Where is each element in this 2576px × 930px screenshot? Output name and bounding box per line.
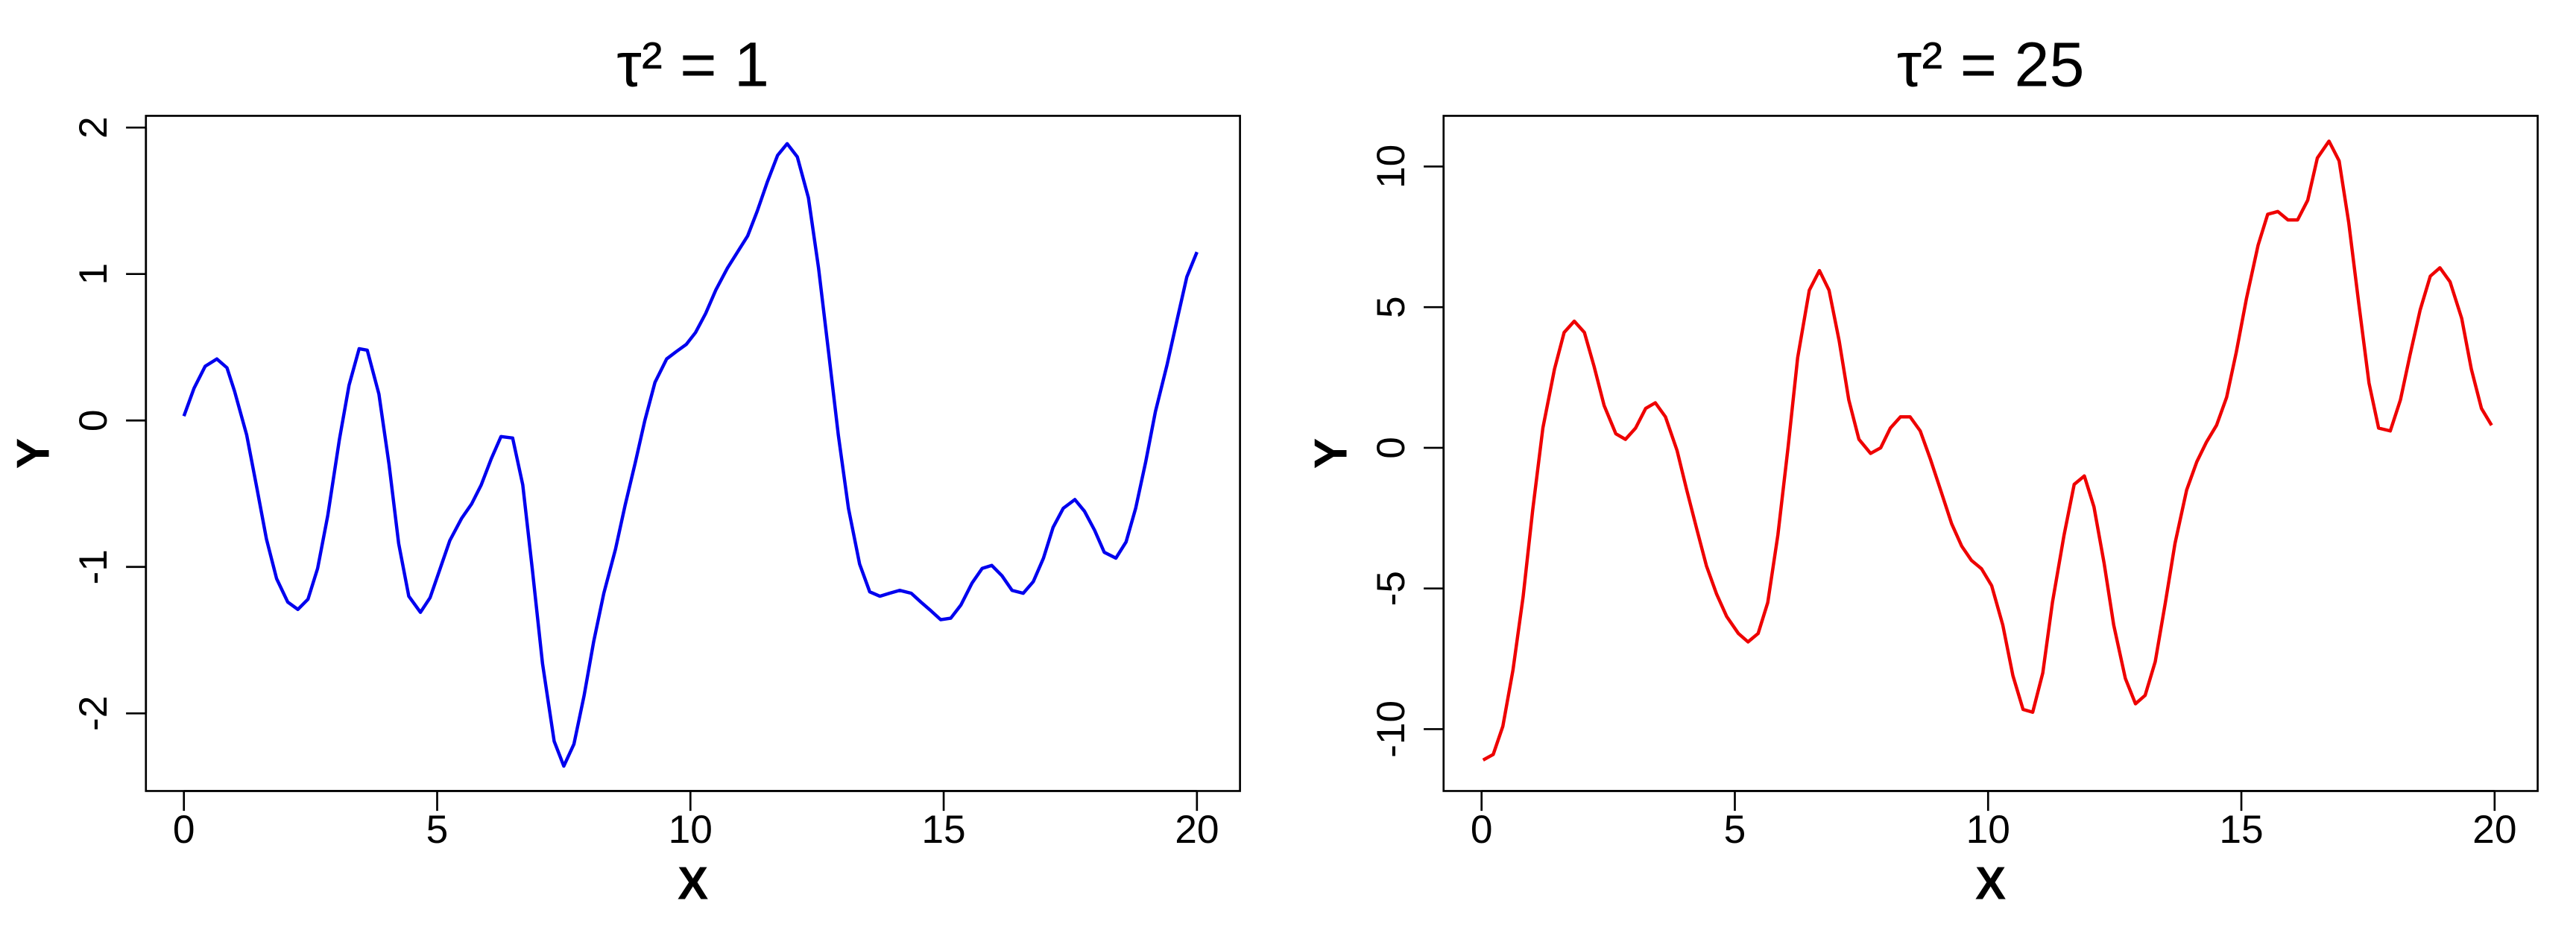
plot-frame (1442, 115, 2539, 792)
x-tick-label: 0 (1471, 808, 1493, 852)
x-tick-label: 5 (426, 808, 449, 852)
chart-title: τ² = 25 (1897, 30, 2084, 100)
data-line (1482, 139, 2493, 762)
y-axis-label: Y (8, 438, 60, 469)
y-tick-label: -1 (72, 549, 116, 584)
y-tick-label: -10 (1369, 700, 1413, 758)
x-tick-label: 10 (669, 808, 713, 852)
chart-title: τ² = 1 (616, 30, 769, 100)
y-tick-label: 10 (1369, 145, 1413, 189)
y-tick-label: 1 (72, 263, 116, 285)
y-tick-label: -2 (72, 696, 116, 731)
x-tick-label: 10 (1966, 808, 2010, 852)
y-tick-label: 2 (72, 116, 116, 139)
y-axis-label: Y (1306, 438, 1357, 469)
plot-frame (145, 115, 1241, 792)
data-line (182, 142, 1199, 768)
y-tick-label: -5 (1369, 571, 1413, 606)
x-tick-label: 20 (2472, 808, 2516, 852)
x-tick-label: 0 (173, 808, 195, 852)
x-axis-label: X (678, 858, 708, 910)
x-axis-label: X (1975, 858, 2006, 910)
x-tick-label: 15 (2219, 808, 2263, 852)
y-tick-label: 0 (1369, 437, 1413, 459)
x-tick-label: 20 (1175, 808, 1219, 852)
y-tick-label: 0 (72, 409, 116, 431)
y-tick-label: 5 (1369, 296, 1413, 318)
x-tick-label: 5 (1724, 808, 1746, 852)
x-tick-label: 15 (921, 808, 965, 852)
